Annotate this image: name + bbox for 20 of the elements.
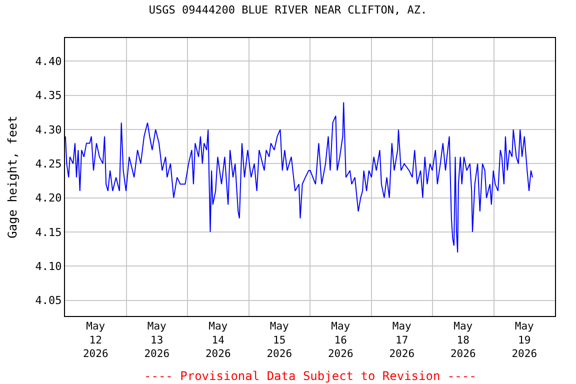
- y-tick-label: 4.15: [35, 226, 62, 239]
- x-tick-label: May 12 2026: [82, 320, 108, 360]
- x-tick-label: May 14 2026: [205, 320, 231, 360]
- text: ---- Provisional Data Subject to Revision ----: [144, 369, 476, 383]
- x-tick-label: May 18 2026: [450, 320, 476, 360]
- x-tick-label: May 13 2026: [144, 320, 170, 360]
- y-tick-label: 4.30: [35, 123, 62, 136]
- y-tick-label: 4.35: [35, 89, 62, 102]
- y-axis-title: Gage height, feet: [6, 116, 20, 238]
- y-tick-label: 4.25: [35, 158, 62, 171]
- line-series: [65, 102, 533, 253]
- x-tick-label: May 16 2026: [328, 320, 354, 360]
- x-tick-label: May 19 2026: [512, 320, 538, 360]
- x-tick-label: May 17 2026: [389, 320, 415, 360]
- y-tick-label: 4.20: [35, 192, 62, 205]
- y-tick-label: 4.05: [35, 294, 62, 308]
- y-tick-label: 4.10: [35, 260, 62, 273]
- chart-title: USGS 09444200 BLUE RIVER NEAR CLIFTON, AZ.: [148, 3, 428, 16]
- y-tick-label: 4.40: [35, 55, 62, 68]
- x-tick-label: May 15 2026: [266, 320, 292, 360]
